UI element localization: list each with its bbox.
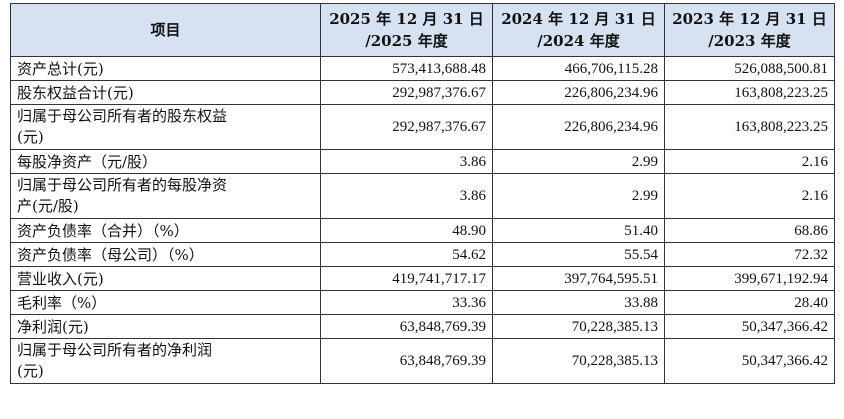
- row-label: 营业收入(元): [10, 266, 321, 291]
- cell-2024: 226,806,234.96: [492, 80, 665, 105]
- cell-2023: 50,347,366.42: [664, 338, 835, 384]
- table-row: 资产负债率（合并）（%） 48.90 51.40 68.86: [10, 218, 835, 243]
- cell-2025: 54.62: [320, 242, 493, 267]
- header-2025-line1: 2025 年 12 月 31 日: [329, 10, 484, 28]
- cell-2025: 292,987,376.67: [320, 104, 493, 150]
- cell-2023: 72.32: [664, 242, 835, 267]
- cell-2023: 399,671,192.94: [664, 266, 835, 291]
- header-2025-line2: /2025 年度: [365, 32, 448, 50]
- cell-2024: 70,228,385.13: [492, 338, 665, 384]
- cell-2024: 466,706,115.28: [492, 56, 665, 81]
- cell-2023: 2.16: [664, 173, 835, 219]
- row-label-line1: 归属于母公司所有者的股东权益: [17, 107, 228, 125]
- table-row: 股东权益合计(元) 292,987,376.67 226,806,234.96 …: [10, 80, 835, 105]
- row-label: 股东权益合计(元): [10, 80, 321, 105]
- row-label: 资产总计(元): [10, 56, 321, 81]
- cell-2025: 573,413,688.48: [320, 56, 493, 81]
- table-row: 每股净资产（元/股） 3.86 2.99 2.16: [10, 149, 835, 174]
- cell-2025: 3.86: [320, 149, 493, 174]
- cell-2024: 226,806,234.96: [492, 104, 665, 150]
- header-2024-line1: 2024 年 12 月 31 日: [501, 10, 656, 28]
- header-2023-line1: 2023 年 12 月 31 日: [672, 10, 827, 28]
- cell-2025: 63,848,769.39: [320, 338, 493, 384]
- cell-2023: 68.86: [664, 218, 835, 243]
- row-label-line1: 归属于母公司所有者的净利润: [17, 341, 213, 359]
- cell-2024: 70,228,385.13: [492, 314, 665, 339]
- cell-2023: 163,808,223.25: [664, 104, 835, 150]
- row-label: 归属于母公司所有者的净利润 (元): [10, 338, 321, 384]
- header-item: 项目: [10, 3, 321, 57]
- cell-2025: 292,987,376.67: [320, 80, 493, 105]
- table-row: 归属于母公司所有者的股东权益 (元) 292,987,376.67 226,80…: [10, 104, 835, 150]
- table-row: 营业收入(元) 419,741,717.17 397,764,595.51 39…: [10, 266, 835, 291]
- table-row: 资产总计(元) 573,413,688.48 466,706,115.28 52…: [10, 56, 835, 81]
- row-label: 资产负债率（合并）（%）: [10, 218, 321, 243]
- row-label-line1: 归属于母公司所有者的每股净资: [17, 176, 228, 194]
- row-label: 资产负债率（母公司）（%）: [10, 242, 321, 267]
- cell-2024: 2.99: [492, 149, 665, 174]
- header-2024: 2024 年 12 月 31 日 /2024 年度: [492, 3, 665, 57]
- cell-2024: 33.88: [492, 290, 665, 315]
- row-label: 毛利率（%）: [10, 290, 321, 315]
- table-row: 归属于母公司所有者的净利润 (元) 63,848,769.39 70,228,3…: [10, 338, 835, 384]
- header-2023-line2: /2023 年度: [708, 32, 791, 50]
- header-item-label: 项目: [150, 21, 181, 39]
- cell-2024: 2.99: [492, 173, 665, 219]
- cell-2024: 55.54: [492, 242, 665, 267]
- cell-2023: 2.16: [664, 149, 835, 174]
- cell-2023: 163,808,223.25: [664, 80, 835, 105]
- row-label: 每股净资产（元/股）: [10, 149, 321, 174]
- row-label: 净利润(元): [10, 314, 321, 339]
- header-2025: 2025 年 12 月 31 日 /2025 年度: [320, 3, 493, 57]
- cell-2025: 3.86: [320, 173, 493, 219]
- row-label: 归属于母公司所有者的股东权益 (元): [10, 104, 321, 150]
- table-header-row: 项目 2025 年 12 月 31 日 /2025 年度 2024 年 12 月…: [10, 3, 835, 57]
- row-label-line2: (元): [17, 128, 44, 146]
- cell-2023: 526,088,500.81: [664, 56, 835, 81]
- table-row: 归属于母公司所有者的每股净资 产(元/股) 3.86 2.99 2.16: [10, 173, 835, 219]
- cell-2025: 419,741,717.17: [320, 266, 493, 291]
- table-row: 资产负债率（母公司）（%） 54.62 55.54 72.32: [10, 242, 835, 267]
- financial-data-table: 项目 2025 年 12 月 31 日 /2025 年度 2024 年 12 月…: [10, 3, 835, 384]
- cell-2025: 63,848,769.39: [320, 314, 493, 339]
- row-label: 归属于母公司所有者的每股净资 产(元/股): [10, 173, 321, 219]
- row-label-line2: (元): [17, 362, 44, 380]
- header-2023: 2023 年 12 月 31 日 /2023 年度: [664, 3, 835, 57]
- row-label-line2: 产(元/股): [17, 197, 79, 215]
- table-row: 净利润(元) 63,848,769.39 70,228,385.13 50,34…: [10, 314, 835, 339]
- cell-2025: 33.36: [320, 290, 493, 315]
- cell-2023: 50,347,366.42: [664, 314, 835, 339]
- cell-2025: 48.90: [320, 218, 493, 243]
- cell-2023: 28.40: [664, 290, 835, 315]
- table-row: 毛利率（%） 33.36 33.88 28.40: [10, 290, 835, 315]
- header-2024-line2: /2024 年度: [537, 32, 620, 50]
- cell-2024: 51.40: [492, 218, 665, 243]
- cell-2024: 397,764,595.51: [492, 266, 665, 291]
